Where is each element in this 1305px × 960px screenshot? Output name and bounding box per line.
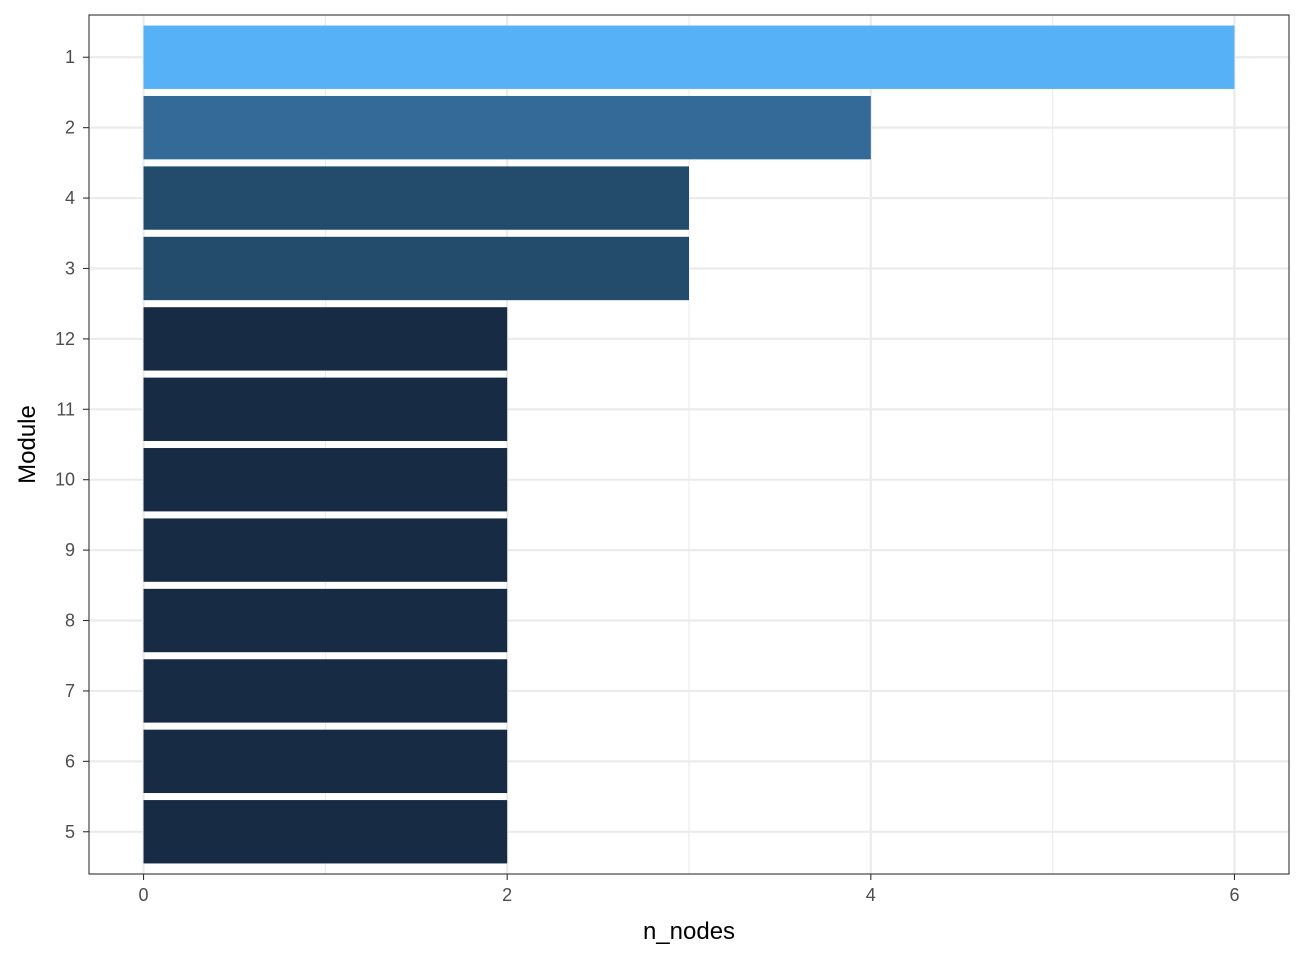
bar-module-6 [143,729,508,794]
y-tick-label: 7 [65,681,75,701]
y-tick-label: 10 [55,470,75,490]
bar-module-9 [143,518,508,582]
y-tick-label: 11 [56,399,75,419]
bar-module-8 [143,588,508,653]
bar-module-4 [143,166,689,230]
x-axis-title: n_nodes [643,918,735,945]
y-axis-title: Module [14,405,41,484]
bar-module-11 [143,377,508,441]
bars [143,25,1235,864]
x-tick-label: 6 [1229,885,1239,905]
y-tick-label: 4 [65,188,75,208]
panel-border [88,14,1290,875]
bar-module-12 [143,307,508,371]
x-tick-label: 0 [139,885,149,905]
x-tick-label: 4 [866,885,876,905]
bar-module-3 [143,236,689,301]
y-tick-label: 1 [65,47,75,67]
bar-module-5 [143,800,508,864]
bar-module-10 [143,448,508,512]
y-tick-label: 12 [55,329,75,349]
y-tick-label: 2 [65,118,75,138]
bar-module-7 [143,659,508,723]
y-tick-label: 3 [65,258,75,278]
bar-module-1 [143,25,1235,89]
y-tick-label: 9 [65,540,75,560]
y-tick-label: 5 [65,822,75,842]
x-tick-label: 2 [502,885,512,905]
bar-module-2 [143,95,871,160]
y-tick-label: 6 [65,751,75,771]
y-tick-label: 8 [65,611,75,631]
